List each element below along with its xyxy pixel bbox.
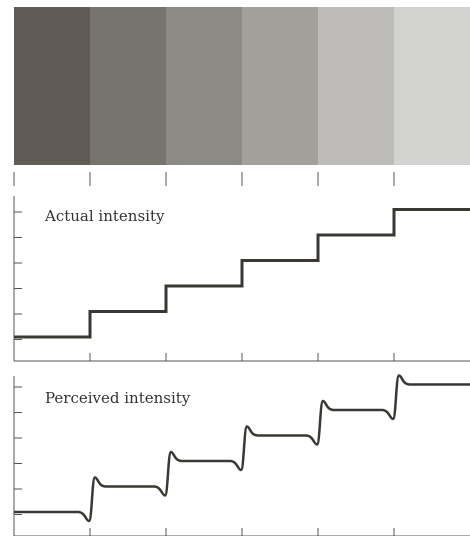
perceived-intensity-curve bbox=[14, 374, 470, 523]
gray-band-5 bbox=[318, 7, 394, 165]
actual-intensity-label: Actual intensity bbox=[45, 207, 165, 225]
gray-band-6 bbox=[394, 7, 470, 165]
actual-intensity-axis bbox=[13, 196, 470, 362]
gray-band-3 bbox=[166, 7, 242, 165]
perceived-intensity-axis bbox=[13, 376, 470, 536]
gray-band-1 bbox=[14, 7, 90, 165]
band-boundary-ticks bbox=[13, 172, 395, 186]
actual-intensity-curve bbox=[14, 208, 470, 339]
gray-band-2 bbox=[90, 7, 166, 165]
gray-band-4 bbox=[242, 7, 318, 165]
perceived-intensity-label: Perceived intensity bbox=[45, 389, 191, 407]
